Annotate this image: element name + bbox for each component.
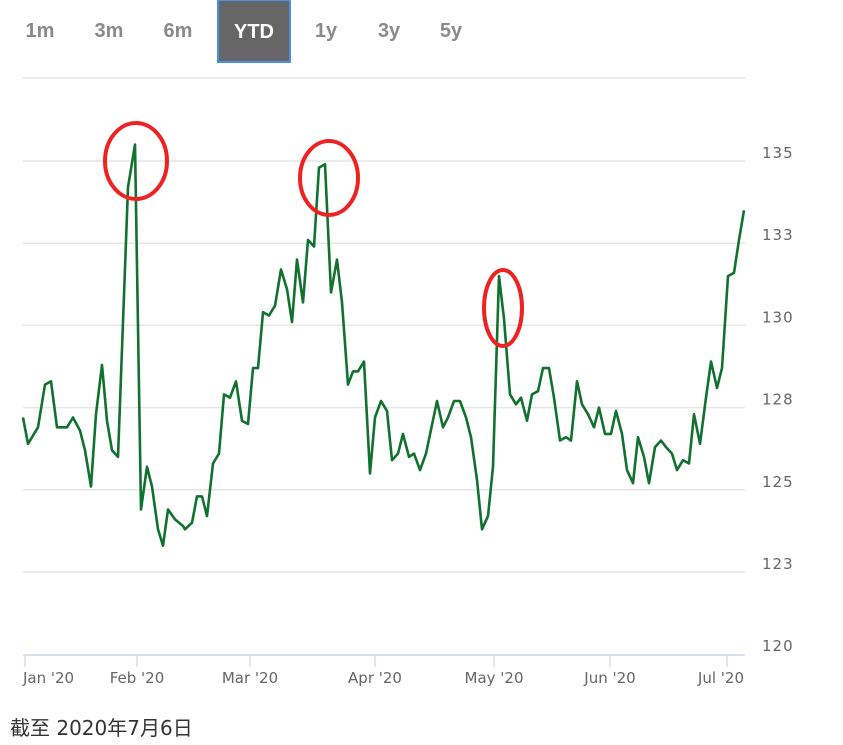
price-line (21, 143, 746, 548)
range-button-3m[interactable]: 3m (94, 20, 124, 42)
highlight-circles (103, 121, 524, 348)
x-tick-label: May '20 (465, 669, 524, 687)
range-button-ytd[interactable]: YTD (217, 0, 291, 63)
range-selector: 1m 3m 6m YTD 1y 3y 5y (0, 0, 745, 64)
x-tick-label: Jul '20 (697, 669, 744, 687)
y-tick-label: 133 (762, 226, 794, 244)
y-tick-label: 135 (762, 144, 794, 162)
x-axis: Jan '20 Feb '20 Mar '20 Apr '20 May '20 Jun '… (22, 654, 745, 687)
y-tick-label: 120 (762, 637, 794, 655)
y-tick-label: 128 (762, 391, 794, 409)
range-button-3y[interactable]: 3y (377, 20, 401, 42)
x-tick-label: Jun '20 (583, 669, 635, 687)
highlight-circle-peak-mar (298, 139, 360, 217)
highlight-circle-peak-feb (103, 121, 169, 201)
x-tick-label: Jan '20 (22, 669, 74, 687)
y-tick-label: 125 (762, 473, 794, 491)
grid-lines (23, 77, 745, 573)
range-button-6m[interactable]: 6m (163, 20, 193, 42)
x-tick-label: Apr '20 (348, 669, 402, 687)
price-chart: 135 133 130 128 125 123 120 Jan '20 Feb '20 Mar … (21, 77, 794, 687)
y-axis-labels: 135 133 130 128 125 123 120 (762, 144, 794, 655)
y-tick-label: 123 (762, 555, 794, 573)
range-button-1m[interactable]: 1m (25, 20, 55, 42)
x-tick-label: Feb '20 (110, 669, 165, 687)
as-of-date: 截至 2020年7月6日 (10, 716, 193, 740)
highlight-circle-peak-may (482, 268, 524, 348)
range-button-1y[interactable]: 1y (314, 20, 338, 42)
y-tick-label: 130 (762, 308, 794, 326)
range-button-5y[interactable]: 5y (439, 20, 463, 42)
x-tick-label: Mar '20 (222, 669, 278, 687)
